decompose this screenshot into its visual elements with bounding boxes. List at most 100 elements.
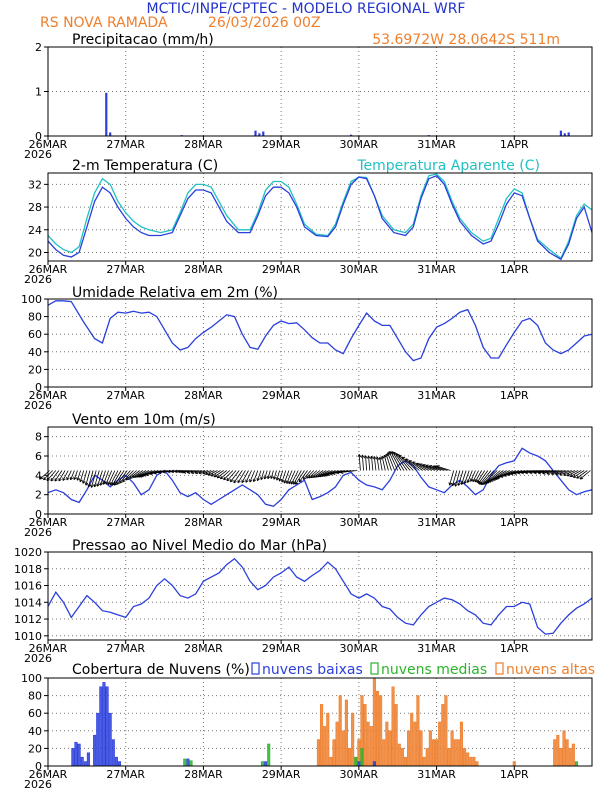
temp-series-0-line (48, 173, 592, 260)
wind-arrow (387, 452, 395, 471)
rh-ytick-label: 60 (28, 328, 42, 341)
wind-arrow (94, 470, 100, 488)
clouds-bar (341, 730, 345, 767)
wind-arrow (281, 470, 287, 483)
wind-arrow (436, 465, 451, 471)
clouds-bar (475, 761, 479, 767)
wind-arrow-head (542, 471, 546, 475)
wind-arrow-head (408, 460, 413, 464)
mslp-frame (47, 551, 593, 641)
wind-arrow-head (295, 481, 299, 485)
clouds-bar (394, 704, 398, 767)
wind-arrow (198, 470, 209, 474)
wind-arrow (362, 454, 364, 471)
wind-arrow-head (493, 476, 498, 481)
clouds-bar (462, 748, 467, 767)
wind-ytick-label: 4 (35, 469, 42, 482)
wind-arrow-head (162, 470, 166, 474)
precip-xtick-label: 27MAR (106, 138, 145, 151)
temp-xtick-label: 30MAR (340, 263, 379, 276)
wind-arrow (73, 470, 78, 480)
wind-arrow (112, 470, 122, 486)
wind-arrow (279, 470, 284, 482)
temperature-panel: 2-m Temperatura (C) Temperatura Aparente… (24, 158, 593, 286)
wind-arrow-head (419, 463, 423, 467)
clouds-bar (388, 730, 392, 767)
wind-arrow (563, 470, 576, 476)
clouds-bar (416, 695, 420, 767)
clouds-bar (80, 756, 84, 767)
rh-xtick-label: 29MAR (262, 389, 301, 402)
wind-arrow-head (506, 472, 510, 477)
wind-arrow (241, 470, 249, 483)
clouds-bar (189, 760, 193, 767)
wind-arrow (576, 470, 588, 479)
wind-arrow (383, 455, 389, 471)
wind-arrow (302, 470, 311, 480)
wind-arrow-head (551, 471, 555, 476)
wind-arrow-head (503, 473, 507, 477)
temp-year-label: 2026 (24, 273, 52, 286)
wind-arrow (425, 464, 439, 471)
clouds-bar (559, 748, 563, 767)
wind-arrow (276, 470, 280, 481)
wind-arrow (401, 456, 417, 471)
wind-arrow (54, 470, 63, 482)
wind-arrow-head (54, 478, 58, 482)
clouds-bar (114, 756, 118, 767)
wind-arrow-head (555, 471, 559, 476)
wind-arrow-head (457, 482, 461, 486)
wind-arrow-head (142, 473, 147, 477)
clouds-bar (344, 699, 348, 767)
clouds-bar (553, 739, 557, 767)
wind-arrow-head (366, 455, 371, 459)
wind-arrow-head (102, 481, 106, 485)
wind-arrow (105, 470, 113, 485)
wind-arrow (368, 455, 371, 471)
precip-ytick-label: 1 (35, 86, 42, 99)
wind-year-label: 2026 (24, 526, 52, 539)
wind-arrow-head (96, 483, 100, 487)
clouds-bar (438, 721, 442, 767)
rh-xtick-label: 26MAR (29, 389, 68, 402)
mslp-xtick-label: 31MAR (417, 642, 456, 655)
precip-bar (105, 92, 108, 136)
wind-arrow (177, 470, 190, 473)
wind-arrow-head (332, 471, 336, 475)
wind-arrow (542, 470, 560, 474)
wind-arrow-head (50, 477, 54, 482)
wind-arrow (216, 470, 227, 479)
clouds-bar (562, 730, 566, 767)
wind-arrow-head (270, 475, 274, 479)
wind-arrow-head (79, 478, 83, 483)
rh-xtick-label: 27MAR (106, 389, 145, 402)
wind-arrow (290, 470, 299, 485)
high-clouds-legend-swatch (495, 662, 504, 675)
precip-xtick-label: 1APR (500, 138, 529, 151)
wind-arrow-head (58, 477, 62, 482)
wind-arrow-head (336, 470, 340, 475)
wind-arrow (134, 470, 147, 478)
wind-arrow-head (513, 471, 517, 475)
wind-arrow-head (241, 479, 245, 483)
clouds-bar (77, 743, 81, 767)
wind-arrow (295, 470, 305, 485)
precip-year-label: 2026 (24, 148, 52, 161)
wind-arrow (82, 470, 88, 484)
wind-arrow-head (576, 475, 580, 479)
apparent-temp-legend: Temperatura Aparente (C) (356, 158, 540, 174)
temp-frame (47, 172, 593, 262)
precip-bar (262, 131, 265, 136)
humidity-title: Umidade Relativa em 2m (%) (72, 285, 278, 301)
wind-arrow (422, 464, 436, 471)
wind-arrow-head (487, 479, 492, 483)
wind-arrow-head (357, 454, 362, 458)
wind-arrow (129, 470, 140, 479)
wind-xtick-label: 27MAR (106, 516, 145, 529)
mslp-xtick-label: 1APR (500, 642, 529, 655)
wind-arrow-head (252, 478, 257, 483)
rh-ytick-label: 20 (28, 363, 42, 376)
wind-arrow (114, 470, 125, 486)
rh-xtick-label: 30MAR (340, 389, 379, 402)
wind-arrow (379, 457, 383, 471)
